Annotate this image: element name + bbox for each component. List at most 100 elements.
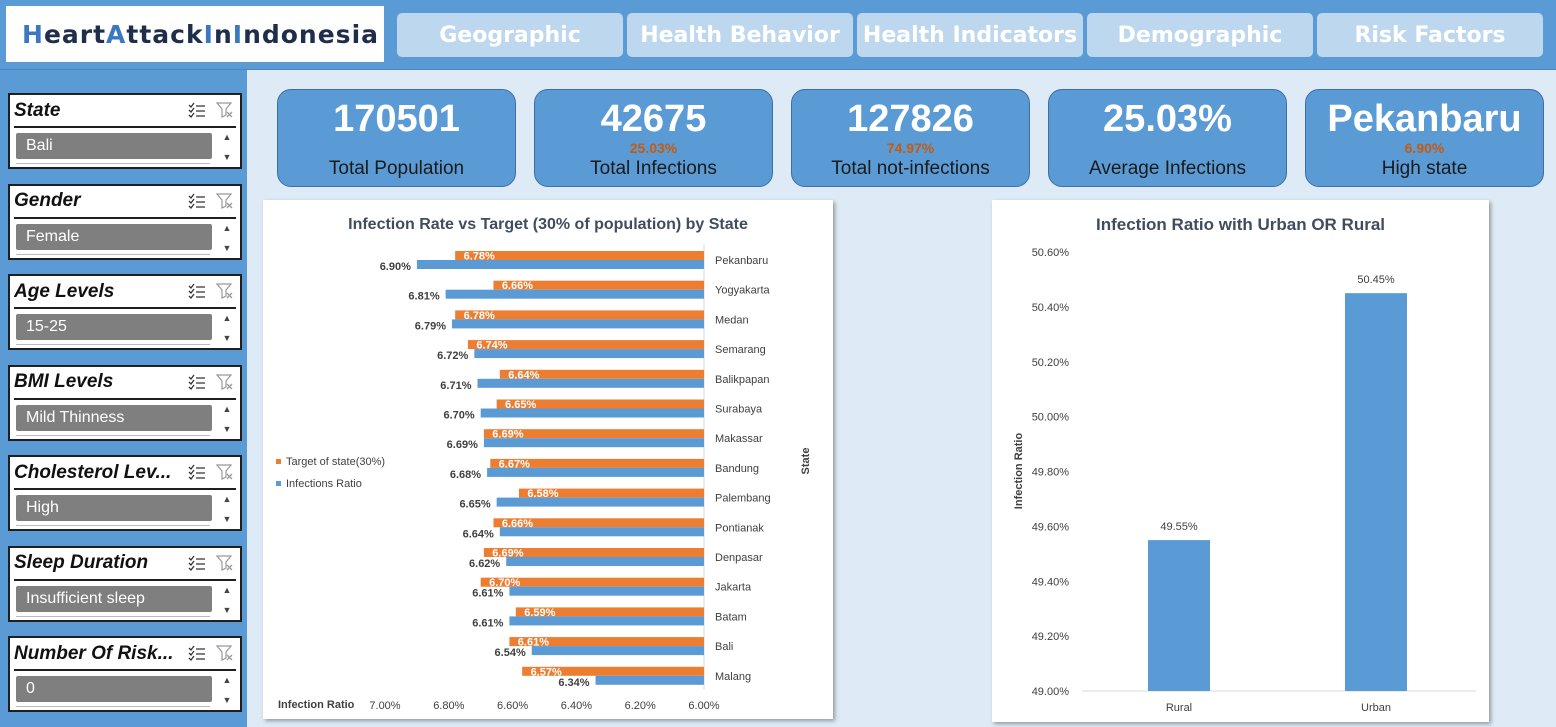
state-tick-label: Pekanbaru bbox=[715, 255, 768, 267]
slicer-title: Gender bbox=[14, 190, 81, 211]
clear-filter-icon[interactable] bbox=[215, 373, 234, 395]
clear-filter-icon[interactable] bbox=[215, 102, 234, 123]
state-tick-label: Jakarta bbox=[715, 582, 752, 594]
tab-health-indicators[interactable]: Health Indicators bbox=[857, 13, 1083, 57]
x-tick-label: 6.20% bbox=[625, 700, 656, 712]
slicer-selected-item[interactable]: 0 bbox=[16, 676, 212, 702]
infection-data-label: 6.64% bbox=[463, 528, 494, 540]
multiselect-icon[interactable] bbox=[188, 283, 206, 304]
multiselect-icon[interactable] bbox=[188, 193, 206, 214]
slicer-title: Age Levels bbox=[14, 280, 115, 302]
urban-rural-chart: 50.60% 50.40% 50.20% 50.00% 49.80% 49.60% 49.4… bbox=[1013, 247, 1476, 714]
state-tick-label: Palembang bbox=[715, 493, 771, 505]
multiselect-icon[interactable] bbox=[188, 555, 206, 576]
tab-health-behavior[interactable]: Health Behavior bbox=[627, 13, 853, 57]
slicer-scrollbar[interactable]: ▲ ▼ bbox=[220, 585, 234, 615]
multiselect-icon[interactable] bbox=[188, 374, 206, 395]
infection-bar bbox=[509, 616, 704, 626]
kpi-value: 127826 bbox=[847, 98, 974, 140]
title-part: I bbox=[232, 19, 244, 49]
slicer-selected-item[interactable]: High bbox=[16, 495, 212, 521]
scroll-down-icon[interactable]: ▼ bbox=[222, 423, 232, 434]
scroll-down-icon[interactable]: ▼ bbox=[222, 604, 232, 615]
scroll-down-icon[interactable]: ▼ bbox=[222, 695, 232, 705]
multiselect-icon[interactable] bbox=[188, 645, 206, 666]
slicer-scrollbar[interactable]: ▲ ▼ bbox=[220, 132, 234, 162]
tab-risk-factors[interactable]: Risk Factors bbox=[1317, 13, 1543, 57]
tab-demographic[interactable]: Demographic bbox=[1087, 13, 1313, 57]
tab-geographic[interactable]: Geographic bbox=[397, 13, 623, 57]
target-data-label: 6.65% bbox=[505, 399, 536, 411]
slicer-scrollbar[interactable]: ▲ ▼ bbox=[220, 494, 234, 524]
target-bar bbox=[483, 548, 704, 557]
slicer-scrollbar[interactable]: ▲ ▼ bbox=[220, 404, 234, 434]
scroll-up-icon[interactable]: ▲ bbox=[222, 494, 232, 504]
infection-bar bbox=[595, 675, 704, 685]
infection-data-label: 6.68% bbox=[450, 469, 481, 481]
infection-data-label: 6.79% bbox=[415, 320, 446, 332]
scroll-down-icon[interactable]: ▼ bbox=[222, 242, 232, 253]
title-part: n bbox=[213, 19, 233, 49]
target-data-label: 6.78% bbox=[464, 310, 495, 322]
scroll-down-icon[interactable]: ▼ bbox=[222, 152, 232, 162]
y-axis-title: State bbox=[800, 448, 812, 475]
clear-filter-icon[interactable] bbox=[215, 464, 234, 485]
slicer-scrollbar[interactable]: ▲ ▼ bbox=[220, 675, 234, 705]
x-tick-label: Urban bbox=[1361, 702, 1391, 714]
state-tick-label: Makassar bbox=[715, 433, 763, 445]
legend-label: Infections Ratio bbox=[286, 478, 362, 490]
scroll-down-icon[interactable]: ▼ bbox=[222, 514, 232, 524]
scroll-up-icon[interactable]: ▲ bbox=[222, 313, 232, 323]
target-bar bbox=[518, 488, 704, 498]
infection-bar bbox=[496, 497, 704, 507]
slicer-6: Number Of Risk... 0 ▲ ▼ bbox=[8, 636, 242, 712]
scroll-up-icon[interactable]: ▲ bbox=[222, 222, 232, 233]
scroll-up-icon[interactable]: ▲ bbox=[222, 132, 232, 142]
y-tick-label: 50.00% bbox=[1032, 412, 1070, 424]
target-data-label: 6.64% bbox=[508, 369, 539, 381]
multiselect-icon[interactable] bbox=[188, 102, 206, 123]
target-data-label: 6.67% bbox=[499, 458, 530, 470]
infection-data-label: 6.34% bbox=[558, 677, 589, 689]
x-tick-label: 6.00% bbox=[688, 700, 719, 712]
slicer-scrollbar[interactable]: ▲ ▼ bbox=[220, 223, 234, 253]
slicer-selected-item[interactable]: Female bbox=[16, 223, 212, 250]
slicer-selected-item[interactable]: Bali bbox=[16, 133, 212, 159]
clear-filter-icon[interactable] bbox=[215, 192, 234, 214]
scroll-up-icon[interactable]: ▲ bbox=[222, 675, 232, 685]
slicer-scrollbar[interactable]: ▲ ▼ bbox=[220, 313, 234, 343]
state-tick-label: Pontianak bbox=[715, 522, 764, 534]
target-bar bbox=[483, 429, 704, 439]
slicer-selected-item[interactable]: Insufficient sleep bbox=[16, 585, 212, 612]
scroll-down-icon[interactable]: ▼ bbox=[222, 333, 232, 343]
kpi-percent: 25.03% bbox=[629, 140, 678, 156]
target-bar bbox=[509, 637, 704, 647]
x-tick-label: 6.80% bbox=[433, 700, 464, 712]
slicer-selected-item[interactable]: 15-25 bbox=[16, 314, 212, 340]
clear-filter-icon[interactable] bbox=[215, 645, 234, 666]
scroll-up-icon[interactable]: ▲ bbox=[222, 403, 232, 414]
infection-bar bbox=[477, 378, 704, 388]
infection-data-label: 6.90% bbox=[380, 261, 411, 273]
state-tick-label: Semarang bbox=[715, 344, 766, 356]
infection-bar bbox=[480, 408, 704, 418]
multiselect-icon[interactable] bbox=[188, 464, 206, 485]
state-chart: 6.78% 6.90% Pekanbaru 6.66% 6.81% Yogyakarta 6… bbox=[276, 244, 812, 712]
state-tick-label: Batam bbox=[715, 611, 747, 623]
slicer-1: Gender Female ▲ ▼ bbox=[8, 183, 242, 260]
legend-swatch bbox=[276, 481, 281, 486]
slicer-selected-item[interactable]: Mild Thinness bbox=[16, 404, 212, 431]
slicer-header: Age Levels bbox=[14, 276, 236, 309]
clear-filter-icon[interactable] bbox=[215, 554, 234, 576]
clear-filter-icon[interactable] bbox=[215, 283, 234, 304]
target-data-label: 6.70% bbox=[489, 577, 520, 589]
slicer-4: Cholesterol Lev... High ▲ ▼ bbox=[8, 455, 242, 531]
title-part: ndonesia bbox=[243, 19, 380, 49]
state-tick-label: Balikpapan bbox=[715, 374, 769, 386]
slicer-header: BMI Levels bbox=[14, 367, 236, 400]
scroll-up-icon[interactable]: ▲ bbox=[222, 584, 232, 595]
state-tick-label: Denpasar bbox=[715, 552, 763, 564]
slicer-header: Gender bbox=[14, 186, 236, 219]
infection-data-label: 6.62% bbox=[469, 558, 500, 570]
target-bar bbox=[499, 369, 704, 379]
